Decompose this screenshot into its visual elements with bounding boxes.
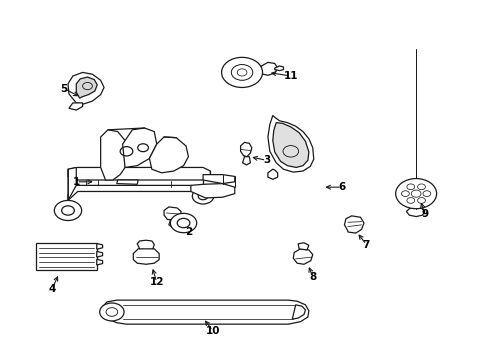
- Text: 2: 2: [184, 227, 192, 237]
- Circle shape: [170, 213, 196, 233]
- Polygon shape: [68, 185, 203, 201]
- Circle shape: [395, 179, 436, 209]
- Polygon shape: [168, 220, 178, 227]
- Polygon shape: [68, 167, 76, 201]
- Polygon shape: [298, 243, 308, 250]
- Text: 4: 4: [48, 284, 56, 294]
- Text: 7: 7: [362, 239, 369, 249]
- Polygon shape: [68, 72, 104, 104]
- Polygon shape: [272, 123, 308, 167]
- Polygon shape: [203, 175, 234, 184]
- Text: 9: 9: [421, 209, 427, 219]
- Text: 12: 12: [149, 277, 163, 287]
- Polygon shape: [117, 180, 138, 184]
- Polygon shape: [97, 259, 102, 265]
- Polygon shape: [149, 137, 188, 173]
- Polygon shape: [103, 300, 308, 324]
- Text: 10: 10: [205, 325, 220, 336]
- Circle shape: [221, 57, 262, 87]
- Text: 5: 5: [61, 84, 67, 94]
- Text: 3: 3: [262, 155, 269, 165]
- Polygon shape: [267, 116, 313, 172]
- Polygon shape: [36, 243, 97, 270]
- Circle shape: [192, 188, 213, 204]
- Text: 11: 11: [283, 71, 298, 81]
- Polygon shape: [69, 103, 82, 110]
- Polygon shape: [274, 66, 283, 71]
- Polygon shape: [163, 207, 181, 220]
- Polygon shape: [406, 208, 424, 217]
- Polygon shape: [137, 240, 154, 249]
- Polygon shape: [190, 184, 234, 198]
- Polygon shape: [101, 130, 127, 180]
- Polygon shape: [260, 62, 277, 75]
- Polygon shape: [242, 157, 250, 165]
- Polygon shape: [267, 169, 277, 179]
- Circle shape: [100, 303, 124, 321]
- Polygon shape: [344, 216, 363, 233]
- Polygon shape: [133, 247, 159, 264]
- Polygon shape: [122, 128, 157, 167]
- Text: 8: 8: [308, 272, 316, 282]
- Text: 6: 6: [338, 182, 345, 192]
- Polygon shape: [240, 142, 251, 157]
- Polygon shape: [292, 305, 305, 319]
- Circle shape: [54, 201, 81, 221]
- Polygon shape: [97, 251, 102, 257]
- Polygon shape: [76, 77, 97, 98]
- Polygon shape: [68, 167, 210, 180]
- Polygon shape: [97, 243, 102, 249]
- Text: 1: 1: [73, 177, 80, 187]
- Polygon shape: [293, 249, 312, 264]
